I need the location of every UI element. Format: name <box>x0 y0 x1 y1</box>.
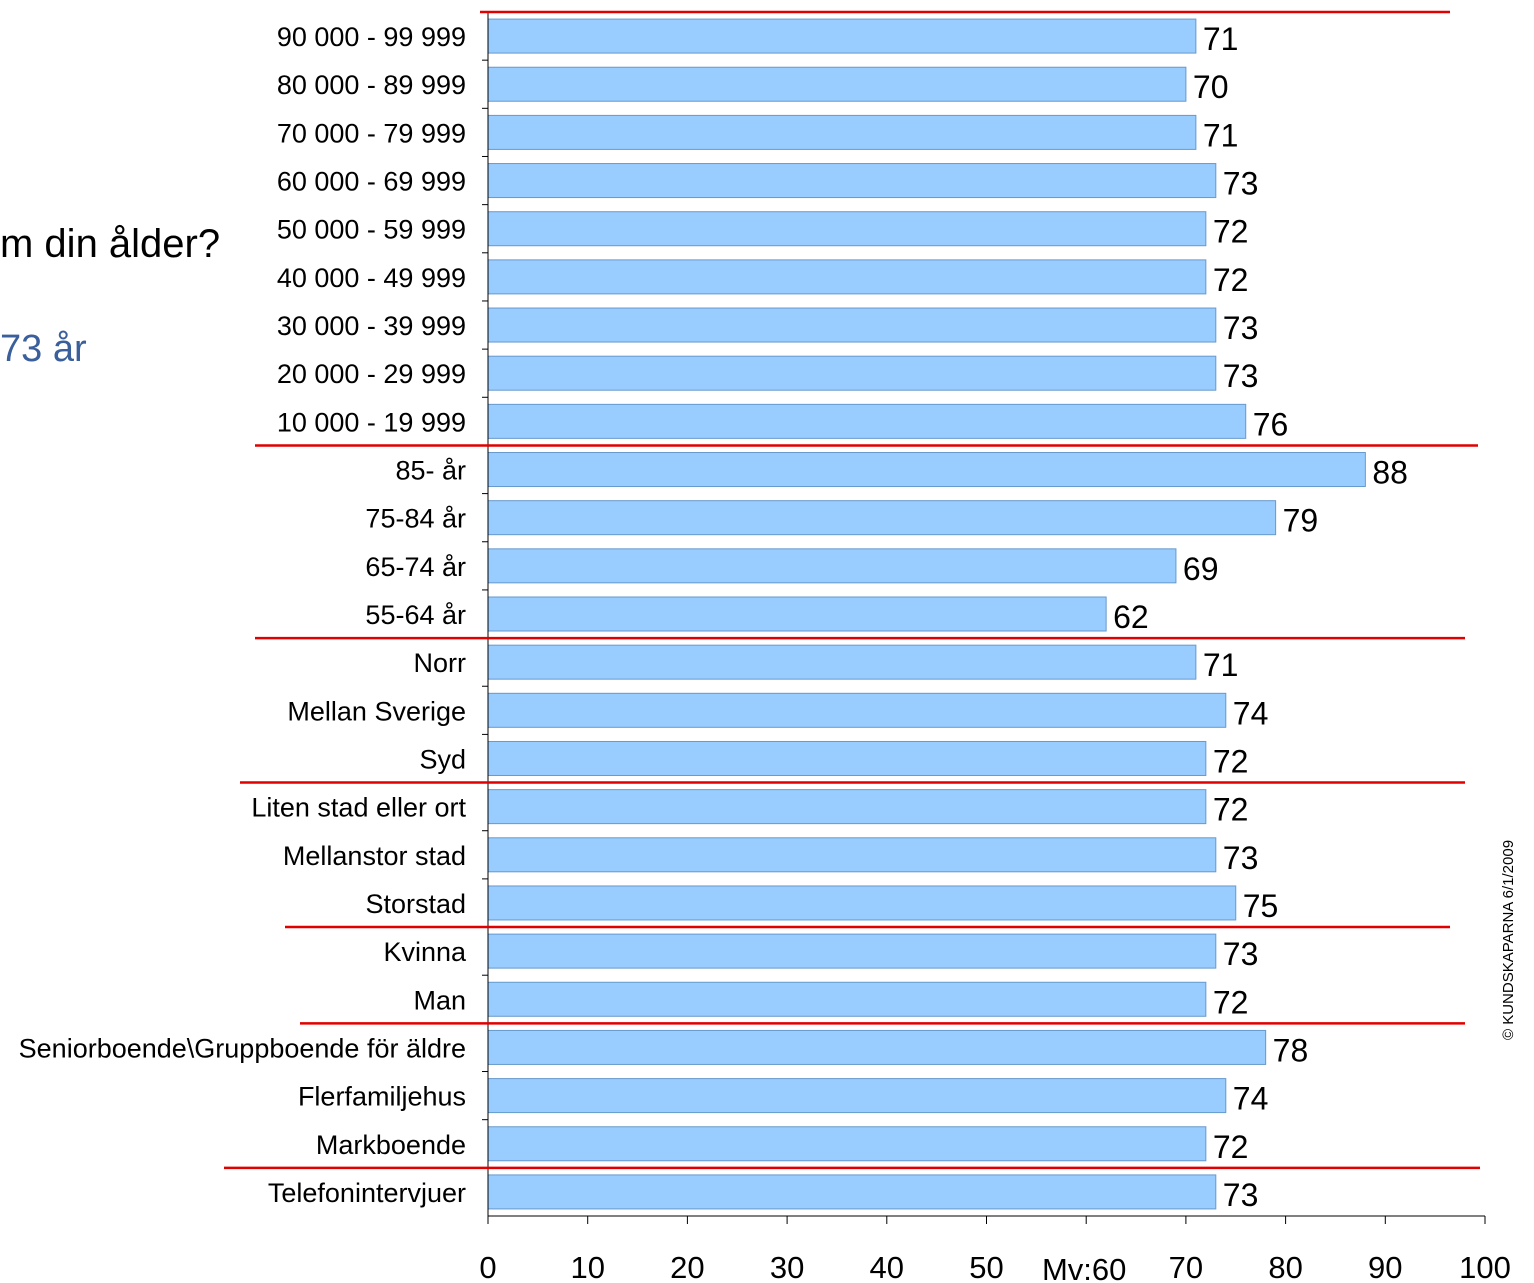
value-label: 73 <box>1223 358 1259 394</box>
value-label: 72 <box>1213 984 1249 1020</box>
x-tick-label: 20 <box>670 1250 704 1283</box>
bar <box>487 740 1207 776</box>
value-label: 72 <box>1213 1129 1249 1165</box>
value-label: 73 <box>1223 936 1259 972</box>
value-label: 73 <box>1223 840 1259 876</box>
value-label: 73 <box>1223 310 1259 346</box>
bar <box>487 355 1217 391</box>
value-label: 73 <box>1223 166 1259 202</box>
category-label: 40 000 - 49 999 <box>277 263 466 293</box>
value-label: 71 <box>1203 117 1239 153</box>
x-tick-label: 50 <box>969 1250 1003 1283</box>
category-label: 75-84 år <box>365 504 466 534</box>
category-label: Telefonintervjuer <box>268 1178 466 1208</box>
value-label: 88 <box>1372 455 1408 491</box>
value-label: 72 <box>1213 792 1249 828</box>
bar <box>487 1174 1217 1210</box>
value-label: 76 <box>1253 406 1289 442</box>
bar <box>487 307 1217 343</box>
bar <box>487 596 1107 632</box>
category-label: Mellan Sverige <box>287 696 466 726</box>
value-label: 62 <box>1113 599 1149 635</box>
value-label: 71 <box>1203 21 1239 57</box>
x-tick-label: 10 <box>570 1250 604 1283</box>
bar <box>487 403 1247 439</box>
bar <box>487 18 1197 54</box>
category-label: 60 000 - 69 999 <box>277 167 466 197</box>
x-tick-label: 90 <box>1368 1250 1402 1283</box>
bar <box>487 933 1217 969</box>
value-labels-layer: 71 70 71 73 72 72 73 73 76 88 79 69 62 71 74 72 72 73 75 73… <box>1113 21 1408 1213</box>
bar <box>487 885 1237 921</box>
x-tick-label: 100 <box>1459 1250 1511 1283</box>
bar <box>487 66 1187 102</box>
category-label: 10 000 - 19 999 <box>277 407 466 437</box>
bar <box>487 1029 1267 1065</box>
x-tick-label: 70 <box>1169 1250 1203 1283</box>
value-label: 72 <box>1213 262 1249 298</box>
category-label: 80 000 - 89 999 <box>277 70 466 100</box>
value-label: 78 <box>1273 1032 1309 1068</box>
bar <box>487 981 1207 1017</box>
separator-layer <box>224 10 1480 1170</box>
value-label: 75 <box>1243 888 1279 924</box>
bar <box>487 692 1227 728</box>
category-label: Man <box>413 985 466 1015</box>
axis-layer: 0 10 20 30 40 50 70 80 90 100 Mv:60 <box>479 11 1511 1283</box>
category-label: Norr <box>414 648 467 678</box>
bars-layer <box>487 18 1366 1210</box>
category-label: 90 000 - 99 999 <box>277 22 466 52</box>
category-label: 20 000 - 29 999 <box>277 359 466 389</box>
bar <box>487 114 1197 150</box>
category-label: Flerfamiljehus <box>298 1082 466 1112</box>
value-label: 72 <box>1213 214 1249 250</box>
value-label: 70 <box>1193 69 1229 105</box>
value-label: 72 <box>1213 743 1249 779</box>
category-label: 50 000 - 59 999 <box>277 215 466 245</box>
category-label: 85- år <box>395 456 466 486</box>
bar <box>487 789 1207 825</box>
bar <box>487 259 1207 295</box>
category-label: Storstad <box>365 889 466 919</box>
x-tick-label: 80 <box>1268 1250 1302 1283</box>
x-tick-label: 0 <box>479 1250 496 1283</box>
category-labels-layer: 90 000 - 99 999 80 000 - 89 999 70 000 - 7… <box>19 22 467 1208</box>
category-label: 70 000 - 79 999 <box>277 118 466 148</box>
bar <box>487 452 1366 488</box>
question-text: m din ålder? <box>0 222 221 266</box>
bar <box>487 548 1177 584</box>
bar <box>487 1126 1207 1162</box>
bar <box>487 1078 1227 1114</box>
value-label: 73 <box>1223 1177 1259 1213</box>
value-label: 71 <box>1203 647 1239 683</box>
copyright-text: © KUNDSKAPARNA 6/1/2009 <box>1500 839 1517 1040</box>
value-label: 74 <box>1233 695 1269 731</box>
bar <box>487 211 1207 247</box>
answer-text: 73 år <box>0 328 87 370</box>
category-label: 65-74 år <box>365 552 466 582</box>
bar <box>487 837 1217 873</box>
bar <box>487 500 1277 536</box>
bar <box>487 163 1217 199</box>
category-label: Syd <box>419 744 466 774</box>
x-tick-label: 30 <box>770 1250 804 1283</box>
mean-label: Mv:60 <box>1042 1252 1126 1283</box>
x-tick-label: 40 <box>870 1250 904 1283</box>
value-label: 74 <box>1233 1081 1269 1117</box>
value-label: 69 <box>1183 551 1219 587</box>
value-label: 79 <box>1283 503 1319 539</box>
category-label: 30 000 - 39 999 <box>277 311 466 341</box>
bar <box>487 644 1197 680</box>
category-label: Markboende <box>316 1130 466 1160</box>
category-label: Seniorboende\Gruppboende för äldre <box>19 1033 466 1063</box>
category-label: 55-64 år <box>365 600 466 630</box>
category-label: Mellanstor stad <box>283 841 466 871</box>
category-label: Liten stad eller ort <box>251 793 466 823</box>
category-label: Kvinna <box>383 937 467 967</box>
